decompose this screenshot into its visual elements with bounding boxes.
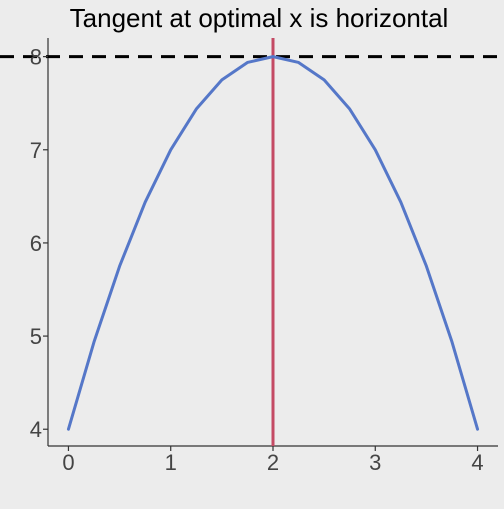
- series-curve-0: [66, 55, 480, 431]
- x-tick-label: 3: [369, 450, 381, 475]
- y-tick-label: 7: [30, 138, 42, 163]
- series-layer: [66, 55, 480, 431]
- y-tick-label: 5: [30, 324, 42, 349]
- chart-title: Tangent at optimal x is horizontal: [70, 3, 449, 33]
- y-tick-label: 6: [30, 231, 42, 256]
- x-tick-label: 4: [471, 450, 483, 475]
- y-tick-label: 8: [30, 45, 42, 70]
- y-ticks: 4 5 6 7 8: [30, 45, 48, 442]
- x-tick-label: 1: [165, 450, 177, 475]
- y-tick-label: 4: [30, 417, 42, 442]
- x-tick-label: 2: [267, 450, 279, 475]
- reference-lines: [0, 38, 504, 446]
- x-tick-label: 0: [62, 450, 74, 475]
- x-ticks: 0 1 2 3 4: [62, 446, 484, 475]
